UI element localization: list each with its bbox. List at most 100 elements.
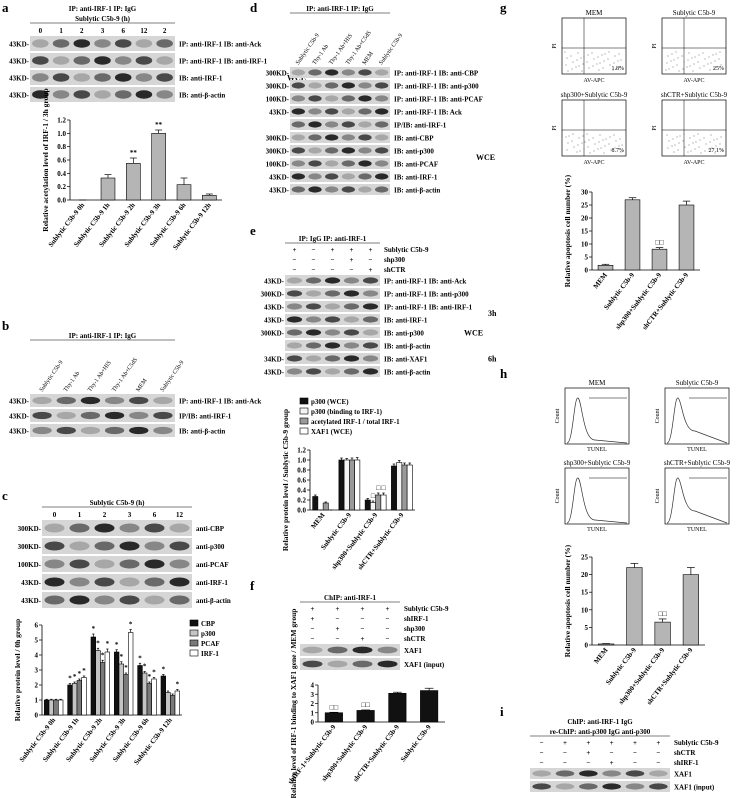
lane-label: Thy-1 Ab+HIS xyxy=(87,360,113,393)
band xyxy=(94,541,115,551)
bar xyxy=(100,177,116,201)
bar xyxy=(420,690,439,723)
lane-label: Sublytic C5b-9 xyxy=(160,360,186,393)
event xyxy=(572,133,574,135)
event xyxy=(571,140,573,142)
event xyxy=(713,139,715,141)
row-label: IP/IB: anti-IRF-1 xyxy=(179,413,232,421)
row-label: IP: anti-IRF-1 IB: anti-Ack xyxy=(179,398,261,406)
x-tick-label: MEM xyxy=(309,511,327,530)
panel-label: i xyxy=(500,704,504,719)
event xyxy=(699,67,701,69)
event xyxy=(689,137,691,139)
y-tick-label: 6 xyxy=(35,622,39,630)
flow-frame xyxy=(561,17,627,75)
band xyxy=(341,69,356,76)
significance: □□ xyxy=(655,239,664,247)
sign: − xyxy=(563,749,567,757)
blot-header: Sublytic C5b-9 (h) xyxy=(90,499,146,507)
band xyxy=(291,186,306,193)
lane-label: MEM xyxy=(362,50,376,66)
bar xyxy=(682,574,699,646)
event xyxy=(707,63,709,65)
band xyxy=(362,277,379,284)
panel-label: a xyxy=(2,0,9,15)
y-axis-label: Relative apoptosis cell number (%) xyxy=(563,544,572,657)
significance: * xyxy=(148,673,152,681)
y-tick-label: 25 xyxy=(581,202,589,210)
event xyxy=(586,61,588,63)
event xyxy=(711,147,713,149)
event xyxy=(614,147,616,149)
significance: * xyxy=(101,651,105,659)
event xyxy=(704,150,706,152)
band xyxy=(325,121,339,128)
band xyxy=(375,121,389,128)
legend-swatch xyxy=(189,649,199,657)
y-tick-label: 0 xyxy=(585,267,589,275)
sign: + xyxy=(610,739,614,747)
row-label: IP: anti-IRF-1 IB: anti-CBP xyxy=(394,70,479,78)
band xyxy=(308,147,322,154)
band xyxy=(69,577,90,587)
band xyxy=(308,173,322,180)
event xyxy=(598,69,600,71)
flow-frame xyxy=(661,99,727,157)
event xyxy=(609,136,611,138)
panel-label: b xyxy=(2,318,9,333)
sign: + xyxy=(369,266,373,274)
panel-label: c xyxy=(2,488,8,503)
y-tick-label: 0.8 xyxy=(57,143,66,151)
treatment-name: shCTR xyxy=(384,266,406,274)
row-label: IB: anti-CBP xyxy=(394,135,434,143)
mw-marker: 43KD- xyxy=(9,413,30,421)
event xyxy=(581,70,583,72)
row-label: IB: anti-β-actin xyxy=(179,92,225,100)
band xyxy=(169,559,190,569)
band xyxy=(555,770,575,777)
bar xyxy=(126,163,141,201)
event xyxy=(602,67,604,69)
band xyxy=(358,95,372,102)
blot-strip xyxy=(42,538,192,554)
band xyxy=(625,770,645,777)
event xyxy=(572,61,574,63)
event xyxy=(666,134,668,136)
event xyxy=(605,138,607,140)
bar xyxy=(174,690,180,716)
legend-swatch xyxy=(299,417,309,425)
mw-marker: 300KD- xyxy=(18,543,42,551)
y-tick-label: 3 xyxy=(35,667,39,675)
sign: − xyxy=(386,615,390,623)
row-label: IP: anti-IRF-1 IB: anti-Ack xyxy=(179,41,261,49)
band xyxy=(352,646,373,654)
event xyxy=(677,149,679,151)
flow-title: shp300+Sublytic C5b-9 xyxy=(561,91,628,99)
event xyxy=(589,152,591,154)
event xyxy=(576,59,578,61)
event xyxy=(695,141,697,143)
band xyxy=(286,342,303,349)
lane-label: 6 xyxy=(121,27,125,35)
y-tick-label: 4 xyxy=(311,682,315,690)
legend-swatch xyxy=(189,639,199,647)
band xyxy=(44,595,65,605)
event xyxy=(586,133,588,135)
band xyxy=(94,39,111,48)
panel-label: g xyxy=(500,0,507,15)
event xyxy=(597,56,599,58)
event xyxy=(577,52,579,54)
band xyxy=(375,134,389,141)
x-tick-label: MEM xyxy=(592,646,610,665)
band xyxy=(649,783,668,790)
band xyxy=(341,95,356,102)
bar xyxy=(380,494,387,511)
band xyxy=(94,523,115,533)
band xyxy=(129,411,149,420)
event xyxy=(671,53,673,55)
legend-swatch xyxy=(299,397,309,405)
event xyxy=(682,68,684,70)
y-tick-label: 0.0 xyxy=(297,507,306,515)
hist-title: MEM xyxy=(589,379,607,387)
band xyxy=(114,39,132,48)
